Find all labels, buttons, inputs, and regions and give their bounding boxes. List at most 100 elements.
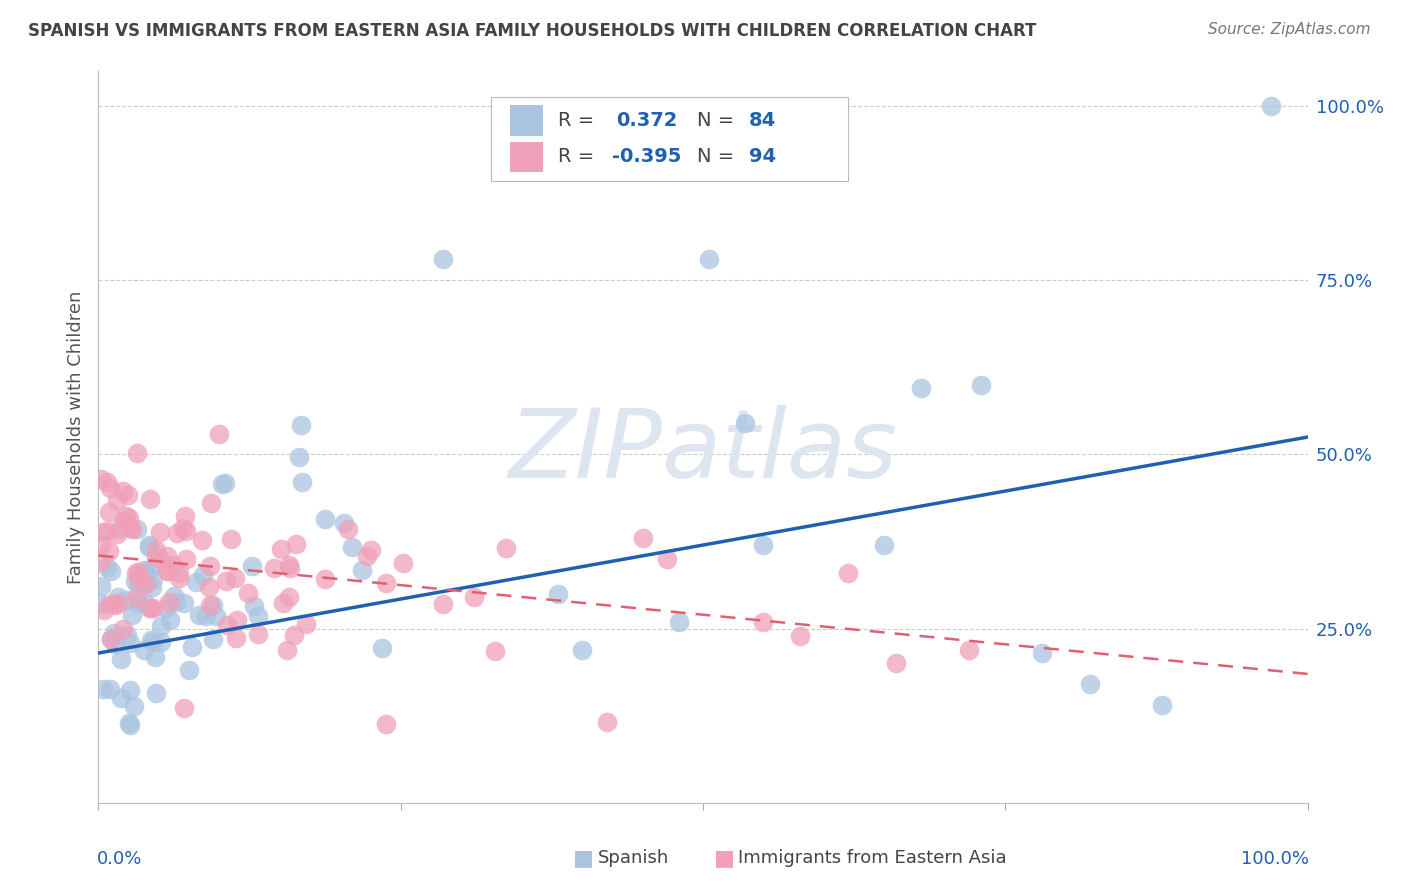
Text: ZIPatlas: ZIPatlas: [509, 405, 897, 499]
Point: [90, 598, 112, 612]
Point: [104, 637, 127, 651]
Point: [169, 566, 191, 580]
Point: [143, 649, 166, 664]
Point: [98, 505, 121, 519]
Point: [118, 682, 141, 697]
Point: [105, 527, 128, 541]
Point: [571, 642, 593, 657]
Point: [285, 537, 308, 551]
Text: 0.372: 0.372: [616, 111, 678, 130]
Point: [340, 540, 363, 554]
Point: [166, 526, 188, 541]
Point: [242, 559, 264, 574]
Point: [970, 377, 993, 392]
Point: [392, 556, 415, 570]
Text: R =: R =: [558, 111, 600, 130]
Point: [162, 558, 184, 572]
Point: [198, 559, 221, 574]
Point: [100, 564, 122, 578]
Point: [134, 596, 156, 610]
Point: [107, 522, 129, 536]
Point: [121, 607, 143, 622]
Point: [156, 565, 179, 579]
Point: [752, 615, 775, 629]
Point: [139, 601, 162, 615]
Point: [291, 475, 314, 490]
Point: [957, 642, 980, 657]
Point: [139, 492, 162, 507]
Point: [112, 483, 135, 498]
Point: [98, 481, 121, 495]
Point: [181, 640, 204, 654]
Point: [271, 596, 294, 610]
Point: [288, 450, 311, 464]
Point: [243, 599, 266, 614]
Point: [215, 574, 238, 589]
Point: [734, 416, 756, 430]
Point: [150, 552, 173, 566]
Point: [188, 607, 211, 622]
Point: [90, 472, 112, 486]
Point: [463, 590, 485, 604]
Point: [159, 613, 181, 627]
Point: [655, 552, 678, 566]
Point: [837, 566, 859, 580]
Point: [177, 663, 200, 677]
Point: [127, 565, 149, 579]
Point: [134, 566, 156, 581]
Point: [236, 586, 259, 600]
Point: [139, 601, 162, 615]
Point: [314, 512, 336, 526]
Point: [697, 252, 720, 267]
Point: [910, 381, 932, 395]
Text: 84: 84: [749, 111, 776, 130]
FancyBboxPatch shape: [492, 97, 848, 181]
Text: Immigrants from Eastern Asia: Immigrants from Eastern Asia: [738, 849, 1007, 867]
Point: [96, 475, 118, 490]
Point: [276, 643, 298, 657]
Point: [752, 538, 775, 552]
Point: [156, 565, 179, 579]
Point: [157, 594, 180, 608]
Point: [118, 510, 141, 524]
Point: [226, 614, 249, 628]
Point: [138, 540, 160, 554]
Point: [120, 521, 142, 535]
Point: [93, 603, 115, 617]
Point: [145, 543, 167, 558]
FancyBboxPatch shape: [509, 142, 543, 172]
Point: [214, 476, 236, 491]
Text: 100.0%: 100.0%: [1240, 850, 1309, 868]
Point: [356, 549, 378, 563]
Point: [495, 541, 517, 555]
Point: [336, 522, 359, 536]
Point: [197, 580, 219, 594]
Point: [225, 631, 247, 645]
Point: [103, 626, 125, 640]
Point: [371, 641, 394, 656]
Point: [205, 608, 228, 623]
Point: [90, 538, 112, 552]
Point: [132, 643, 155, 657]
Point: [172, 521, 194, 535]
Point: [350, 563, 373, 577]
Point: [263, 560, 285, 574]
Point: [127, 596, 149, 610]
FancyBboxPatch shape: [509, 105, 543, 136]
Point: [247, 626, 270, 640]
Point: [176, 551, 198, 566]
Text: Source: ZipAtlas.com: Source: ZipAtlas.com: [1208, 22, 1371, 37]
Point: [121, 522, 143, 536]
Point: [114, 508, 136, 523]
Point: [125, 446, 148, 460]
Point: [211, 476, 233, 491]
Point: [100, 632, 122, 647]
Text: 0.0%: 0.0%: [97, 850, 142, 868]
Point: [145, 686, 167, 700]
Point: [104, 599, 127, 613]
Point: [432, 597, 454, 611]
Point: [278, 558, 301, 573]
Text: N =: N =: [697, 111, 741, 130]
Point: [96, 560, 118, 574]
Point: [163, 589, 186, 603]
